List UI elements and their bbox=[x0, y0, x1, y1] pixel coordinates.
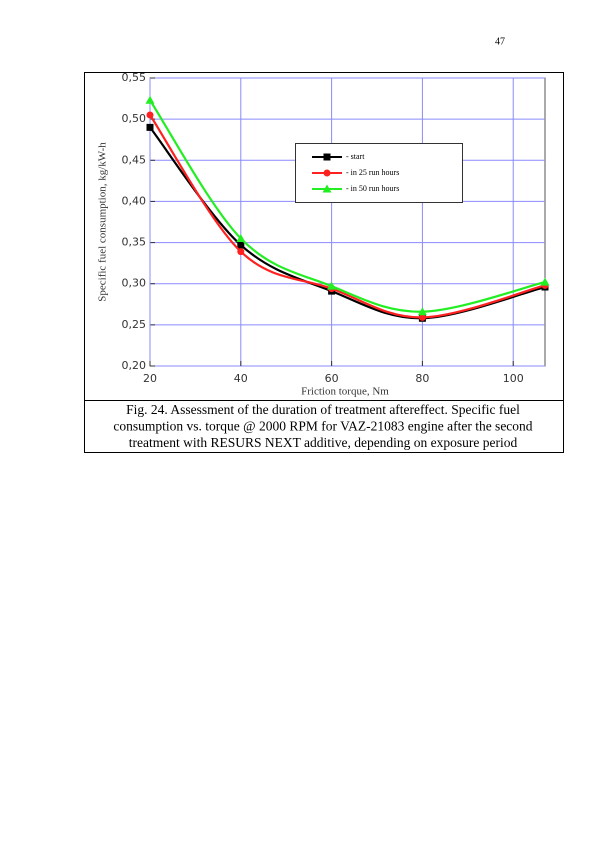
marker bbox=[418, 313, 426, 321]
marker bbox=[417, 307, 427, 316]
legend-label: - start bbox=[346, 152, 365, 161]
x-axis-label: Friction torque, Nm bbox=[301, 386, 389, 398]
caption-line: Fig. 24. Assessment of the duration of t… bbox=[126, 402, 520, 417]
y-tick-label: 0,50 bbox=[122, 112, 147, 125]
marker bbox=[237, 248, 245, 256]
y-tick-label: 0,55 bbox=[122, 71, 147, 84]
marker bbox=[236, 233, 246, 242]
caption-line: treatment with RESURS NEXT additive, dep… bbox=[129, 435, 518, 450]
y-tick-label: 0,20 bbox=[122, 359, 147, 372]
marker bbox=[540, 277, 550, 286]
y-tick-label: 0,25 bbox=[122, 318, 147, 331]
plot-area bbox=[149, 77, 546, 367]
caption-line: consumption vs. torque @ 2000 RPM for VA… bbox=[113, 419, 532, 434]
x-tick-label: 80 bbox=[415, 372, 429, 385]
y-tick-label: 0,30 bbox=[122, 277, 147, 290]
figure-frame bbox=[84, 72, 564, 453]
legend-label: - in 50 run hours bbox=[346, 184, 399, 193]
y-axis-label: Specific fuel consumption, kg/kW-h bbox=[97, 142, 109, 302]
y-tick-label: 0,35 bbox=[122, 236, 147, 249]
marker bbox=[237, 241, 245, 249]
marker bbox=[323, 153, 331, 161]
marker bbox=[145, 95, 155, 104]
y-tick-label: 0,40 bbox=[122, 194, 147, 207]
x-tick-label: 20 bbox=[143, 372, 157, 385]
x-tick-label: 60 bbox=[325, 372, 339, 385]
y-tick-label: 0,45 bbox=[122, 153, 147, 166]
legend-label: - in 25 run hours bbox=[346, 168, 399, 177]
marker bbox=[322, 184, 332, 193]
x-tick-label: 40 bbox=[234, 372, 248, 385]
marker bbox=[146, 123, 154, 131]
x-tick-label: 100 bbox=[503, 372, 524, 385]
page-number: 47 bbox=[495, 36, 505, 47]
marker bbox=[323, 169, 331, 177]
marker bbox=[146, 111, 154, 119]
marker bbox=[327, 281, 337, 290]
